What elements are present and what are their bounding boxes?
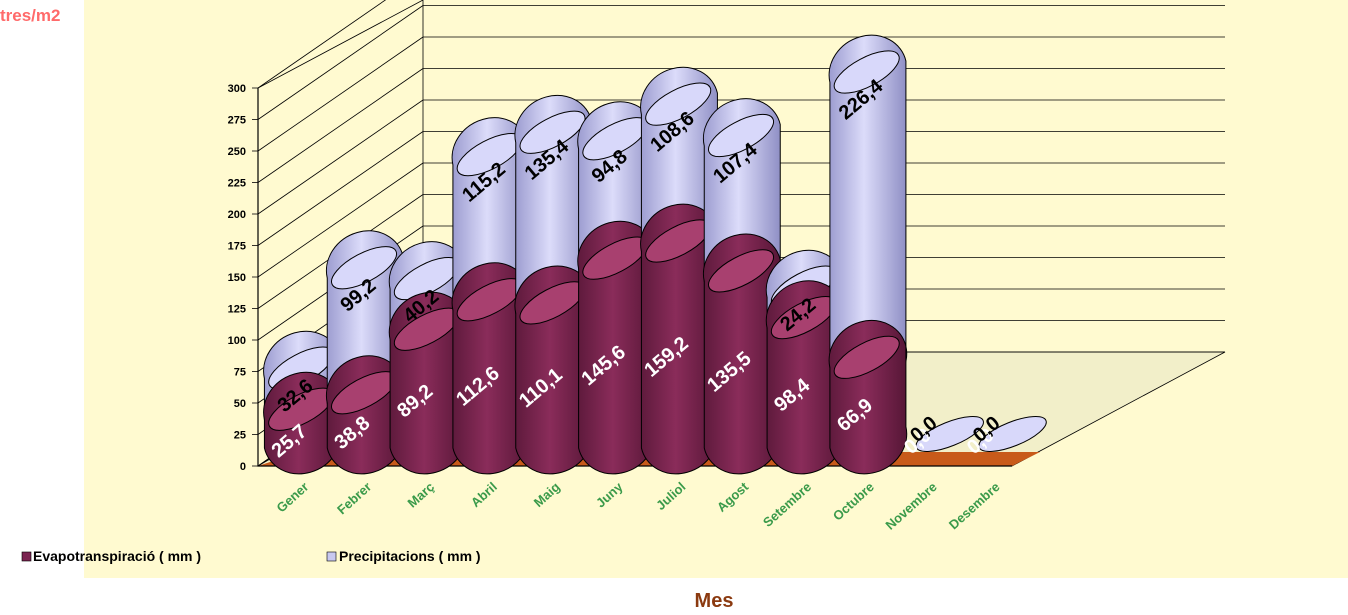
- y-tick-label: 225: [228, 178, 246, 190]
- bar-evap-7-body: [702, 233, 782, 475]
- bar-evap-7-top: [708, 249, 775, 293]
- legend-swatch-evap: [21, 551, 32, 562]
- y-tick-label: 75: [234, 367, 246, 379]
- y-tick-label: 0: [240, 461, 246, 473]
- bar-empty-10: [915, 416, 984, 452]
- bar-precip-6-top: [645, 82, 712, 126]
- bar-precip-4-top: [519, 110, 586, 154]
- legend: Evapotranspiració ( mm ) Precipitacions …: [21, 548, 481, 564]
- gridline-depth: [257, 36, 424, 152]
- bar-evap-6: [640, 203, 719, 475]
- y-tick-label: 175: [228, 241, 246, 253]
- bar-evap-4: [514, 265, 594, 475]
- y-axis-title: tres/m2: [0, 6, 60, 25]
- gridline-depth: [257, 131, 424, 246]
- bar-evap-3: [451, 262, 531, 475]
- bar-evap-9: [828, 319, 908, 475]
- y-tick-label: 275: [228, 115, 246, 127]
- y-tick-label: 50: [234, 398, 246, 410]
- y-tick-label: 100: [228, 335, 246, 347]
- gridline-depth: [257, 5, 424, 120]
- bar-empty-11: [978, 416, 1047, 452]
- y-tick-label: 150: [228, 272, 246, 284]
- gridline-depth: [257, 0, 387, 89]
- bar-precip-7-top: [708, 113, 775, 158]
- bar-evap-8: [765, 280, 845, 475]
- legend-swatch-precip: [326, 551, 337, 562]
- bar-precip-9: [828, 34, 908, 395]
- bar-evap-7: [702, 233, 782, 475]
- bar-evap-9-top: [833, 335, 900, 379]
- x-axis-title: Mes: [695, 590, 734, 612]
- gridline-depth: [257, 68, 424, 183]
- y-tick-label: 125: [228, 304, 246, 316]
- y-tick-label: 200: [228, 209, 246, 221]
- legend-label-evap: Evapotranspiració ( mm ): [33, 548, 201, 564]
- legend-label-precip: Precipitacions ( mm ): [339, 548, 481, 564]
- y-tick-label: 250: [228, 146, 246, 158]
- bars: [263, 34, 1047, 475]
- bar-precip-1-top: [331, 246, 398, 290]
- y-tick-label: 25: [234, 430, 246, 442]
- gridline-depth: [257, 162, 424, 278]
- y-tick-label: 300: [228, 83, 246, 95]
- gridline-depth: [257, 99, 424, 215]
- bar-precip-9-top: [833, 50, 900, 94]
